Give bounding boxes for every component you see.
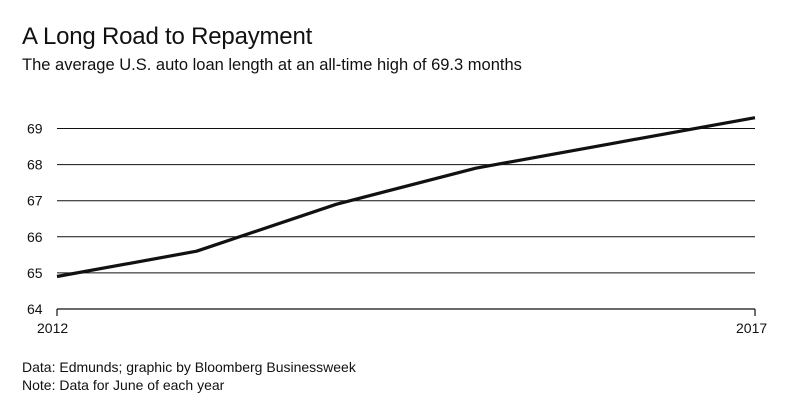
y-tick-label: 66 [27, 229, 43, 245]
y-axis-labels: 64 65 66 67 68 69 [27, 121, 43, 318]
data-note: Note: Data for June of each year [22, 377, 225, 393]
gridlines [57, 128, 755, 310]
series-line [56, 116, 756, 279]
x-tick-label: 2017 [736, 320, 767, 336]
source-note: Data: Edmunds; graphic by Bloomberg Busi… [22, 359, 356, 375]
y-tick-label: 65 [27, 265, 43, 281]
x-tick-label: 2012 [37, 320, 68, 336]
chart-subtitle: The average U.S. auto loan length at an … [22, 56, 522, 74]
y-tick-label: 68 [27, 157, 43, 173]
x-axis: 2012 2017 [37, 309, 767, 336]
y-tick-label: 69 [27, 121, 43, 137]
series-layer [56, 116, 756, 279]
chart-title: A Long Road to Repayment [22, 23, 313, 50]
y-tick-label: 64 [27, 301, 43, 317]
y-tick-label: 67 [27, 193, 43, 209]
